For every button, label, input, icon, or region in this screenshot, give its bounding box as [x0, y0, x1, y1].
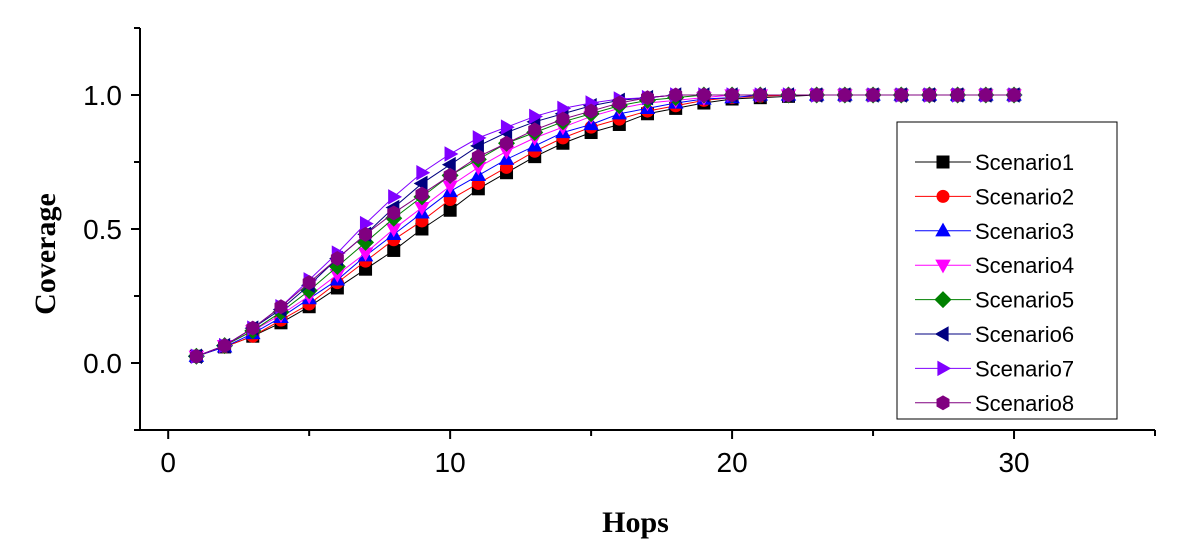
legend-label: Scenario5: [975, 288, 1074, 313]
data-point: [500, 135, 514, 151]
data-point: [612, 95, 626, 111]
legend-item-scenario2: Scenario2: [915, 184, 1074, 209]
legend-item-scenario7: Scenario7: [915, 356, 1074, 381]
x-axis-title: Hops: [602, 506, 669, 539]
series-line: [196, 94, 1015, 357]
series-layer: [187, 86, 1023, 365]
data-point: [500, 119, 515, 135]
y-tick-label: 1.0: [83, 80, 122, 111]
data-point: [246, 320, 260, 336]
data-point: [669, 87, 683, 103]
legend-item-scenario3: Scenario3: [915, 219, 1074, 244]
series-scenario6: [188, 87, 1020, 365]
data-point: [472, 130, 487, 146]
data-point: [471, 149, 485, 165]
data-point: [443, 167, 457, 183]
series-scenario2: [189, 88, 1021, 363]
y-axis-title: Coverage: [29, 193, 62, 315]
series-line: [196, 94, 1015, 357]
legend-item-scenario1: Scenario1: [915, 150, 1074, 175]
legend-item-scenario4: Scenario4: [915, 253, 1074, 278]
data-point: [781, 87, 795, 103]
data-point: [444, 146, 459, 162]
data-point: [387, 243, 401, 257]
y-tick-label: 0.0: [83, 348, 122, 379]
data-point: [359, 215, 374, 232]
data-point: [866, 87, 880, 103]
data-point: [387, 205, 401, 221]
legend-marker: [935, 259, 951, 274]
legend-item-scenario8: Scenario8: [915, 391, 1074, 416]
legend-box: [896, 121, 1118, 420]
x-tick-label: 10: [435, 447, 466, 478]
series-line: [196, 94, 1015, 357]
data-point: [189, 348, 203, 364]
series-line: [196, 94, 1015, 357]
data-point: [330, 251, 344, 266]
data-point: [922, 87, 936, 103]
y-ticks: 0.0 0.5 1.0: [83, 27, 140, 431]
data-point: [556, 111, 570, 127]
data-point: [641, 90, 654, 106]
series-line: [196, 94, 1015, 357]
data-point: [359, 226, 373, 242]
data-point: [697, 87, 711, 103]
x-tick-label: 0: [160, 447, 176, 478]
legend-item-scenario5: Scenario5: [915, 288, 1074, 313]
series-line: [196, 94, 1015, 357]
data-point: [979, 87, 993, 103]
data-point: [838, 87, 852, 103]
legend-label: Scenario4: [975, 253, 1074, 278]
legend: Scenario1 Scenario2 Scenario3 Scenario4 Scen…: [896, 121, 1118, 420]
data-point: [388, 189, 402, 205]
legend-marker: [937, 360, 952, 377]
series-scenario1: [189, 88, 1021, 363]
legend-marker: [936, 189, 950, 203]
data-point: [529, 108, 543, 125]
series-line: [196, 94, 1015, 357]
x-tick-label: 20: [717, 447, 748, 478]
data-point: [557, 100, 572, 117]
data-point: [443, 203, 457, 217]
data-point: [725, 87, 739, 103]
data-point: [753, 87, 767, 103]
legend-label: Scenario6: [975, 322, 1074, 347]
legend-item-scenario6: Scenario6: [915, 322, 1074, 347]
legend-marker: [936, 395, 950, 411]
legend-label: Scenario8: [975, 391, 1074, 416]
data-point: [584, 103, 598, 119]
data-point: [441, 156, 456, 173]
legend-marker: [935, 222, 951, 237]
series-line: [196, 94, 1015, 357]
y-tick-label: 0.5: [83, 214, 122, 245]
legend-marker: [934, 291, 952, 309]
legend-label: Scenario1: [975, 150, 1074, 175]
data-point: [274, 299, 288, 315]
data-point: [416, 164, 431, 181]
data-point: [415, 186, 429, 202]
data-point: [302, 275, 316, 291]
data-point: [1007, 87, 1021, 103]
plot-area: 0 10 20 30 0.0 0.5 1.0: [83, 27, 1156, 478]
data-point: [413, 175, 428, 192]
data-point: [218, 338, 232, 354]
legend-label: Scenario2: [975, 184, 1074, 209]
series-scenario4: [188, 89, 1022, 365]
legend-marker: [936, 155, 950, 169]
legend-marker: [934, 326, 949, 342]
x-tick-label: 30: [998, 447, 1029, 478]
series-scenario8: [189, 87, 1021, 364]
legend-label: Scenario3: [975, 219, 1074, 244]
data-point: [894, 87, 908, 103]
data-point: [951, 87, 965, 103]
legend-label: Scenario7: [975, 356, 1074, 381]
data-point: [528, 122, 542, 138]
x-ticks: 0 10 20 30: [160, 430, 1156, 478]
data-point: [810, 87, 824, 103]
